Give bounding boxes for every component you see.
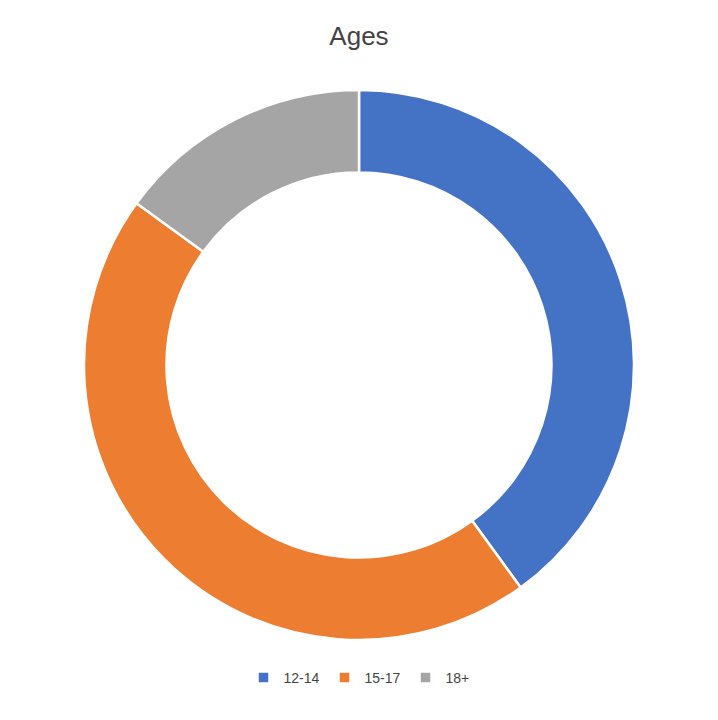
svg-text:Ages: Ages [329, 21, 388, 51]
svg-text:12-14: 12-14 [284, 670, 320, 686]
svg-text:15-17: 15-17 [365, 670, 401, 686]
svg-text:18+: 18+ [446, 670, 470, 686]
